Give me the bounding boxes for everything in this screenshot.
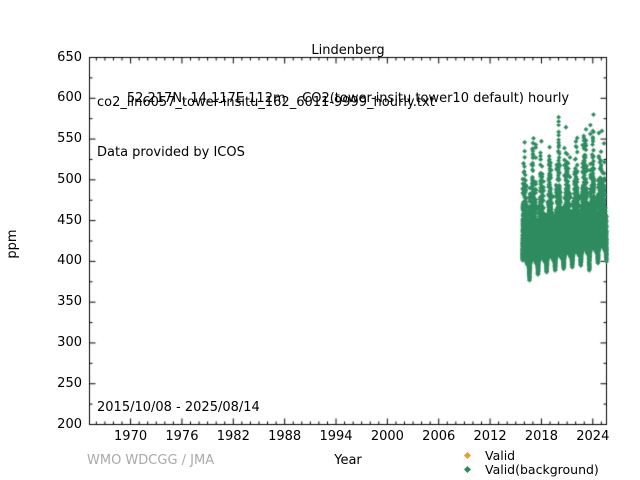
legend-label-valid-background: Valid(background) — [485, 461, 599, 477]
y-axis-tick-label: 650 — [57, 49, 82, 65]
y-axis-tick-label: 350 — [57, 294, 82, 310]
legend-label-valid: Valid — [485, 447, 516, 463]
x-axis-tick-label: 1970 — [114, 429, 148, 444]
x-axis-tick-label: 2024 — [576, 429, 610, 444]
chart-title-block: Lindenberg 52.217N, 14.117E 112m CO2(tow… — [89, 11, 607, 139]
y-axis-tick-label: 250 — [57, 375, 82, 391]
y-axis-tick-label: 300 — [57, 334, 82, 350]
legend: Valid Valid(background) — [461, 447, 599, 477]
x-axis-tick-label: 1994 — [319, 429, 353, 444]
chart-title: Lindenberg — [311, 43, 385, 58]
annotation-provider: Data provided by ICOS — [97, 144, 245, 160]
legend-item-valid: Valid — [461, 447, 599, 463]
diamond-marker-icon — [463, 465, 472, 473]
y-axis-title: ppm — [5, 229, 20, 259]
x-axis-tick-label: 1976 — [165, 429, 199, 444]
y-axis-tick-label: 200 — [57, 416, 82, 432]
y-axis-tick-label: 600 — [57, 90, 82, 106]
annotation-source-file: co2_lin6057_tower-insitu_162_6011-9999_h… — [97, 95, 435, 110]
y-axis-tick-label: 450 — [57, 212, 82, 228]
x-axis-tick-label: 2006 — [422, 429, 456, 444]
chart-subtitle: 52.217N, 14.117E 112m CO2(tower-insitu t… — [126, 91, 570, 106]
x-axis-tick-label: 1988 — [268, 429, 302, 444]
x-axis-tick-label: 2012 — [473, 429, 507, 444]
x-axis-title: Year — [334, 453, 362, 468]
x-axis-tick-label: 2000 — [370, 429, 404, 444]
footer-credit: WMO WDCGG / JMA — [87, 453, 215, 468]
annotation-source-file-block: co2_lin6057_tower-insitu_162_6011-9999_h… — [97, 62, 435, 194]
x-axis-tick-label: 1982 — [216, 429, 250, 444]
y-axis-tick-label: 550 — [57, 131, 82, 147]
diamond-marker-icon — [463, 451, 472, 459]
legend-item-valid-background: Valid(background) — [461, 461, 599, 477]
x-axis-tick-label: 2018 — [524, 429, 558, 444]
y-axis-tick-label: 500 — [57, 171, 82, 187]
y-axis-tick-label: 400 — [57, 253, 82, 269]
annotation-date-range: 2015/10/08 - 2025/08/14 — [97, 400, 260, 415]
